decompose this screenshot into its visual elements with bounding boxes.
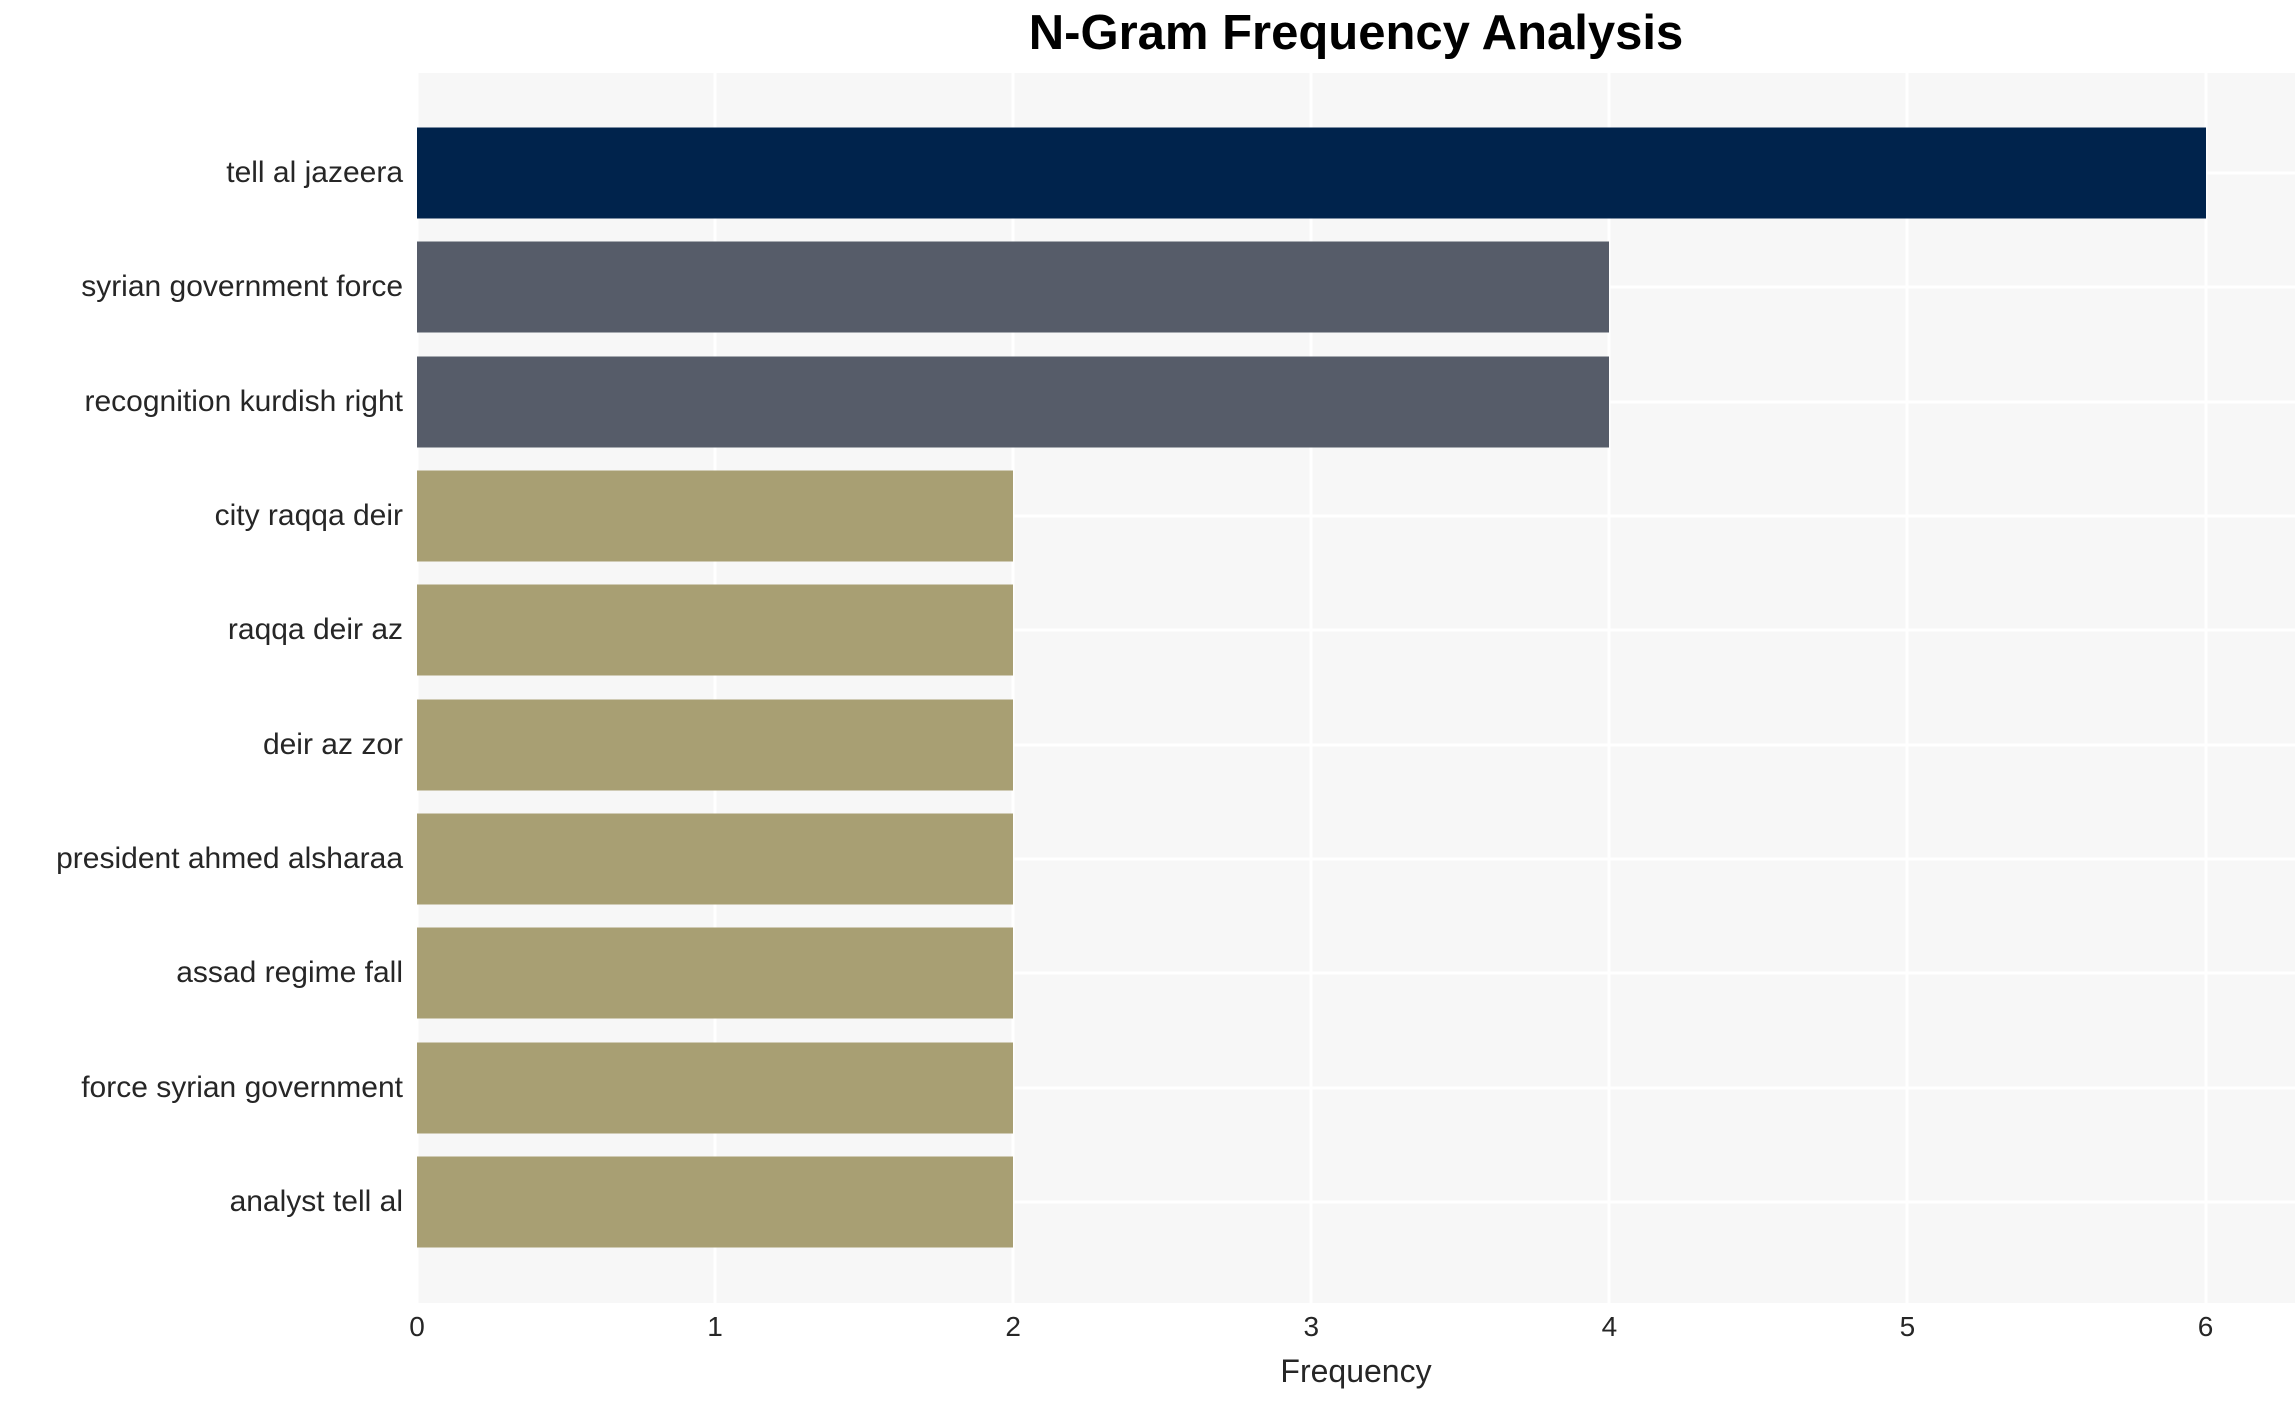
bar-row [417, 687, 2295, 801]
bar-row [417, 345, 2295, 459]
horizontal-gridline [417, 971, 2295, 975]
x-tick-label: 1 [707, 1311, 723, 1342]
category-label: tell al jazeera [226, 156, 403, 190]
x-axis-ticks: 0 1 2 3 4 5 6 [409, 1303, 2295, 1351]
vertical-gridline [415, 73, 419, 1303]
bar [417, 241, 1610, 333]
bar-row [417, 573, 2295, 687]
chart-title: N-Gram Frequency Analysis [1028, 6, 1684, 60]
category-label: raqqa deir az [227, 613, 403, 647]
category-label: syrian government force [81, 270, 403, 304]
category-label: recognition kurdish right [84, 384, 403, 418]
vertical-gridline [2204, 73, 2208, 1303]
horizontal-gridline [417, 1086, 2295, 1090]
horizontal-gridline [417, 628, 2295, 632]
vertical-gridline [1309, 73, 1313, 1303]
category-label: president ahmed alsharaa [56, 841, 403, 875]
plot-area [415, 73, 2295, 1303]
bar-row [417, 116, 2295, 230]
bar [417, 813, 1014, 905]
bar [417, 356, 1610, 448]
bar [417, 1042, 1014, 1134]
bar [417, 1156, 1014, 1248]
x-tick-label: 3 [1303, 1311, 1320, 1342]
category-label: analyst tell al [229, 1184, 403, 1218]
category-label: deir az zor [262, 727, 403, 761]
bar-rows [417, 73, 2295, 1303]
bar [417, 699, 1014, 791]
x-tick-label: 2 [1005, 1311, 1021, 1342]
x-tick-label: 6 [2197, 1311, 2214, 1342]
bar-row [417, 1145, 2295, 1259]
category-label: city raqqa deir [214, 499, 403, 533]
vertical-gridline [1905, 73, 1909, 1303]
horizontal-gridline [417, 857, 2295, 861]
horizontal-gridline [417, 1200, 2295, 1204]
bar [417, 470, 1014, 562]
bar [417, 127, 2206, 219]
x-axis-label: Frequency [1280, 1353, 1432, 1389]
category-label: force syrian government [81, 1070, 403, 1104]
bar-row [417, 916, 2295, 1030]
x-tick-label: 0 [409, 1311, 425, 1342]
vertical-gridline [1607, 73, 1611, 1303]
bar-row [417, 1030, 2295, 1144]
horizontal-gridline [417, 514, 2295, 518]
horizontal-gridline [417, 743, 2295, 747]
bar-row [417, 459, 2295, 573]
vertical-gridline [713, 73, 717, 1303]
x-tick-label: 5 [1899, 1311, 1916, 1342]
bar-row [417, 802, 2295, 916]
x-tick-label: 4 [1601, 1311, 1618, 1342]
vertical-gridline [1011, 73, 1015, 1303]
bar [417, 927, 1014, 1019]
category-label: assad regime fall [176, 956, 403, 990]
bar [417, 584, 1014, 676]
category-axis-labels: tell al jazeera syrian government force re… [0, 73, 417, 1303]
bar-row [417, 230, 2295, 344]
